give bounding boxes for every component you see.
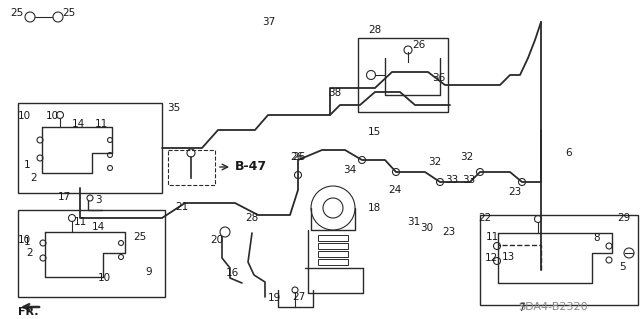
Text: 24: 24 bbox=[388, 185, 401, 195]
Text: 38: 38 bbox=[328, 88, 341, 98]
Text: 26: 26 bbox=[292, 152, 305, 162]
Text: FR.: FR. bbox=[18, 307, 38, 317]
Text: 10: 10 bbox=[98, 273, 111, 283]
Text: 28: 28 bbox=[245, 213, 259, 223]
Bar bbox=[168, 150, 215, 185]
Text: 21: 21 bbox=[175, 202, 188, 212]
Text: 17: 17 bbox=[58, 192, 71, 202]
Text: 11: 11 bbox=[95, 119, 108, 129]
Text: 2: 2 bbox=[26, 248, 33, 258]
Text: 25: 25 bbox=[62, 8, 76, 18]
Text: 10: 10 bbox=[18, 235, 31, 245]
Text: 35: 35 bbox=[167, 103, 180, 113]
Text: 29: 29 bbox=[617, 213, 630, 223]
Text: 5: 5 bbox=[619, 262, 626, 272]
Text: 34: 34 bbox=[343, 165, 356, 175]
Text: 28: 28 bbox=[368, 25, 381, 35]
Text: 25: 25 bbox=[133, 232, 147, 242]
Text: 26: 26 bbox=[290, 152, 303, 162]
Text: 20: 20 bbox=[210, 235, 223, 245]
Text: SDA4-B2320: SDA4-B2320 bbox=[518, 302, 588, 312]
Text: 37: 37 bbox=[262, 17, 275, 27]
Text: 33: 33 bbox=[445, 175, 458, 185]
Text: 25: 25 bbox=[10, 8, 23, 18]
Bar bbox=[358, 38, 448, 112]
Text: 19: 19 bbox=[268, 293, 281, 303]
Text: 27: 27 bbox=[292, 292, 305, 302]
Text: 6: 6 bbox=[565, 148, 572, 158]
Text: 33: 33 bbox=[462, 175, 476, 185]
Text: 10: 10 bbox=[18, 111, 31, 121]
Text: 9: 9 bbox=[145, 267, 152, 277]
Text: 32: 32 bbox=[428, 157, 441, 167]
Text: 23: 23 bbox=[442, 227, 455, 237]
Text: 16: 16 bbox=[226, 268, 239, 278]
Text: 3: 3 bbox=[95, 195, 102, 205]
Bar bbox=[318, 235, 348, 241]
Bar bbox=[318, 243, 348, 249]
Text: 36: 36 bbox=[432, 73, 445, 83]
Bar bbox=[18, 210, 165, 297]
Text: 31: 31 bbox=[407, 217, 420, 227]
Bar bbox=[318, 259, 348, 265]
Text: 11: 11 bbox=[486, 232, 499, 242]
Text: 14: 14 bbox=[92, 222, 105, 232]
Text: 15: 15 bbox=[368, 127, 381, 137]
Text: 8: 8 bbox=[593, 233, 600, 243]
Text: 18: 18 bbox=[368, 203, 381, 213]
Text: 1: 1 bbox=[24, 160, 31, 170]
Text: 30: 30 bbox=[420, 223, 433, 233]
Bar bbox=[318, 251, 348, 257]
Bar bbox=[480, 215, 638, 305]
Text: 2: 2 bbox=[30, 173, 36, 183]
Text: 32: 32 bbox=[460, 152, 473, 162]
Text: 10: 10 bbox=[46, 111, 59, 121]
Text: B-47: B-47 bbox=[235, 160, 267, 174]
Text: 26: 26 bbox=[412, 40, 425, 50]
Text: 13: 13 bbox=[502, 252, 515, 262]
Text: 14: 14 bbox=[72, 119, 85, 129]
Bar bbox=[18, 103, 162, 193]
Text: 23: 23 bbox=[508, 187, 521, 197]
Text: 11: 11 bbox=[74, 217, 87, 227]
Text: 7: 7 bbox=[518, 303, 525, 313]
Text: 12: 12 bbox=[485, 253, 499, 263]
Text: 22: 22 bbox=[478, 213, 492, 223]
Text: 1: 1 bbox=[24, 237, 31, 247]
